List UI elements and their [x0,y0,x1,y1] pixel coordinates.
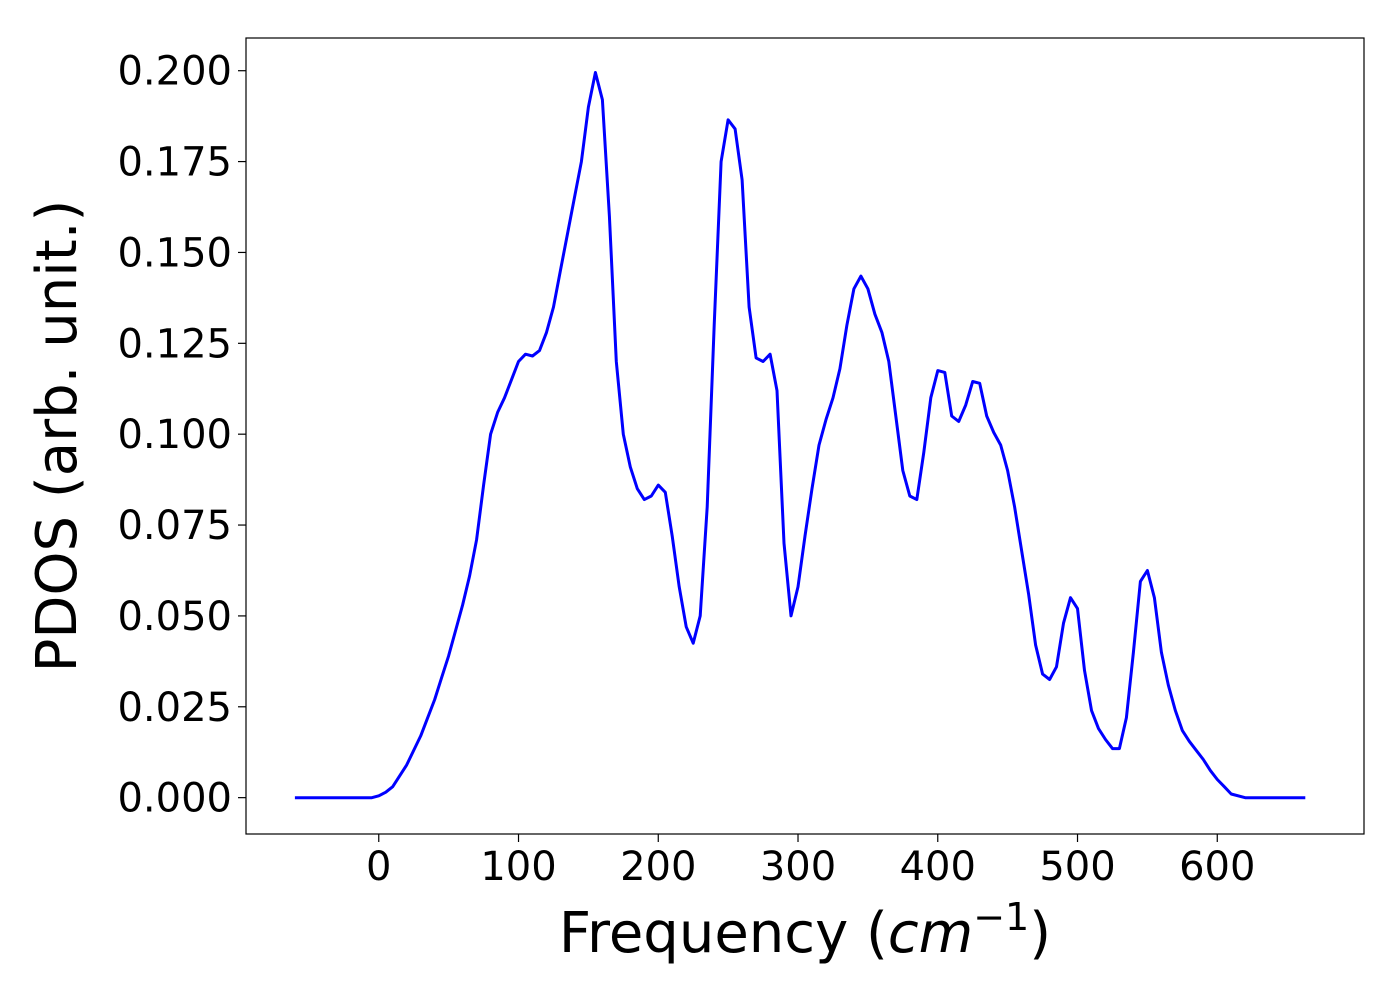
x-tick-label: 200 [620,844,696,890]
y-tick-label: 0.125 [117,321,232,367]
x-axis-ticks: 0 100 200 300 400 500 600 [366,834,1255,890]
y-tick-label: 0.025 [117,685,232,731]
x-tick-label: 600 [1179,844,1255,890]
axes-frame [245,37,1365,835]
x-tick-label: 300 [760,844,836,890]
y-tick-label: 0.200 [117,49,232,95]
y-tick-label: 0.050 [117,594,232,640]
x-axis-label-math: cm [888,901,973,966]
plot-area [294,71,1306,800]
y-tick-label: 0.100 [117,412,232,458]
x-axis-label-prefix: Frequency ( [559,901,888,966]
x-axis-label-suffix: ) [1029,901,1051,966]
x-tick-label: 100 [480,844,556,890]
y-tick-label: 0.075 [117,503,232,549]
y-axis-label: PDOS (arb. unit.) [25,200,90,673]
y-tick-label: 0.150 [117,230,232,276]
x-axis-label: Frequency (cm−1) [559,895,1051,966]
x-tick-label: 400 [900,844,976,890]
y-tick-label: 0.175 [117,140,232,186]
x-axis-label-superscript: −1 [973,895,1029,939]
x-tick-label: 500 [1039,844,1115,890]
x-tick-label: 0 [366,844,391,890]
pdos-series-line [294,71,1306,800]
y-axis-ticks: 0.000 0.025 0.050 0.075 0.100 0.125 0.150 0.175… [117,49,246,822]
y-tick-label: 0.000 [117,776,232,822]
